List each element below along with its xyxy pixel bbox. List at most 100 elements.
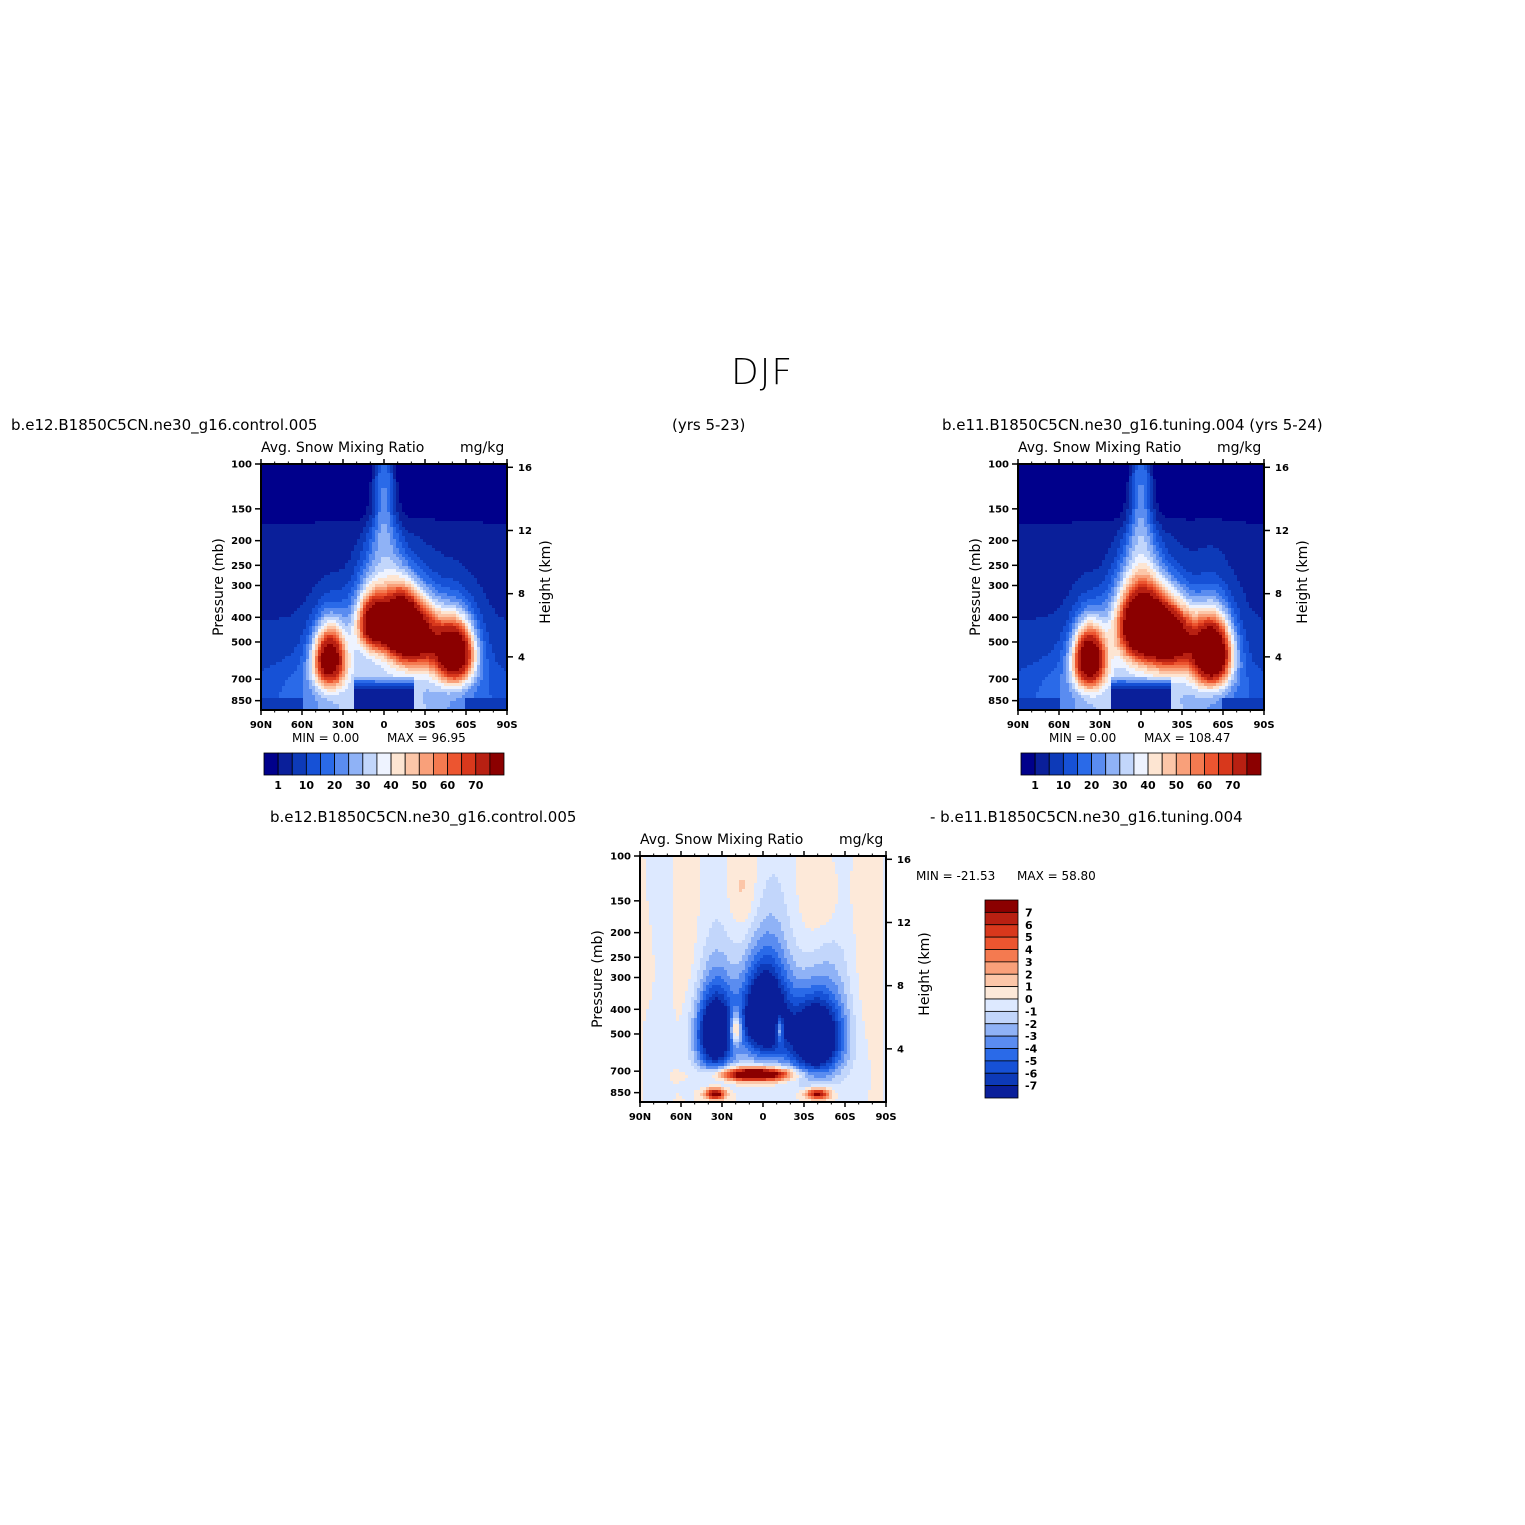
control-cell	[495, 590, 499, 594]
control-cell	[315, 533, 319, 537]
control-cell	[432, 593, 436, 597]
control-cell	[417, 464, 421, 468]
control-cell	[303, 467, 307, 471]
control-cell	[300, 473, 304, 477]
control-cell	[363, 527, 367, 531]
control-cell	[414, 518, 418, 522]
control-cell	[270, 563, 274, 567]
control-cell	[483, 509, 487, 513]
control-cell	[279, 554, 283, 558]
control-cell	[303, 578, 307, 582]
control-cell	[270, 518, 274, 522]
control-cell	[432, 500, 436, 504]
control-cell	[468, 524, 472, 528]
control-cell	[474, 536, 478, 540]
control-cell	[432, 614, 436, 618]
control-cell	[294, 608, 298, 612]
control-cell	[327, 515, 331, 519]
control-cell	[465, 641, 469, 645]
control-cell	[477, 587, 481, 591]
control-cell	[363, 566, 367, 570]
control-cell	[411, 611, 415, 615]
control-cell	[270, 569, 274, 573]
control-cell	[492, 533, 496, 537]
control-cell	[288, 479, 292, 483]
control-cell	[483, 620, 487, 624]
control-cell	[432, 590, 436, 594]
control-cell	[435, 548, 439, 552]
control-cell	[441, 578, 445, 582]
control-cell	[420, 578, 424, 582]
control-cell	[399, 590, 403, 594]
control-cell	[459, 611, 463, 615]
control-cell	[348, 470, 352, 474]
control-cell	[336, 542, 340, 546]
control-cell	[501, 554, 505, 558]
control-cell	[426, 464, 430, 468]
control-cell	[423, 551, 427, 555]
control-cell	[264, 572, 268, 576]
control-cell	[264, 638, 268, 642]
control-cell	[351, 518, 355, 522]
control-cell	[462, 563, 466, 567]
control-cell	[267, 533, 271, 537]
control-cell	[378, 491, 382, 495]
control-cell	[489, 635, 493, 639]
control-cell	[363, 599, 367, 603]
control-cell	[432, 509, 436, 513]
control-cell	[477, 599, 481, 603]
control-cell	[435, 545, 439, 549]
control-cell	[303, 602, 307, 606]
control-cell	[390, 563, 394, 567]
control-cell	[390, 470, 394, 474]
control-cell	[363, 554, 367, 558]
control-cell	[375, 581, 379, 585]
control-cell	[315, 479, 319, 483]
control-cell	[300, 563, 304, 567]
control-cell	[342, 509, 346, 513]
control-cell	[489, 632, 493, 636]
control-cell	[489, 506, 493, 510]
control-cell	[369, 545, 373, 549]
control-cell	[300, 515, 304, 519]
control-cell	[489, 548, 493, 552]
control-cell	[348, 485, 352, 489]
control-cell	[504, 587, 507, 591]
control-cell	[294, 629, 298, 633]
control-cell	[354, 485, 358, 489]
control-cell	[456, 605, 460, 609]
control-cell	[435, 626, 439, 630]
control-cell	[432, 473, 436, 477]
control-cell	[330, 569, 334, 573]
control-cell	[336, 554, 340, 558]
control-cell	[447, 527, 451, 531]
control-cell	[279, 518, 283, 522]
control-cell	[435, 620, 439, 624]
control-cell	[408, 515, 412, 519]
control-cell	[390, 584, 394, 588]
control-cell	[456, 506, 460, 510]
control-cell	[288, 620, 292, 624]
control-cell	[459, 482, 463, 486]
control-cell	[381, 593, 385, 597]
control-cell	[357, 515, 361, 519]
control-cell	[330, 509, 334, 513]
control-cell	[471, 509, 475, 513]
control-cell	[393, 584, 397, 588]
control-cell	[501, 569, 505, 573]
control-cell	[285, 641, 289, 645]
control-cell	[264, 563, 268, 567]
control-cell	[492, 605, 496, 609]
control-cell	[390, 515, 394, 519]
control-cell	[465, 470, 469, 474]
control-cell	[261, 548, 265, 552]
control-cell	[261, 554, 265, 558]
control-cell	[336, 566, 340, 570]
control-cell	[294, 479, 298, 483]
control-cell	[390, 608, 394, 612]
control-cell	[318, 611, 322, 615]
control-cell	[288, 533, 292, 537]
control-cell	[288, 599, 292, 603]
control-cell	[435, 608, 439, 612]
control-cell	[330, 476, 334, 480]
